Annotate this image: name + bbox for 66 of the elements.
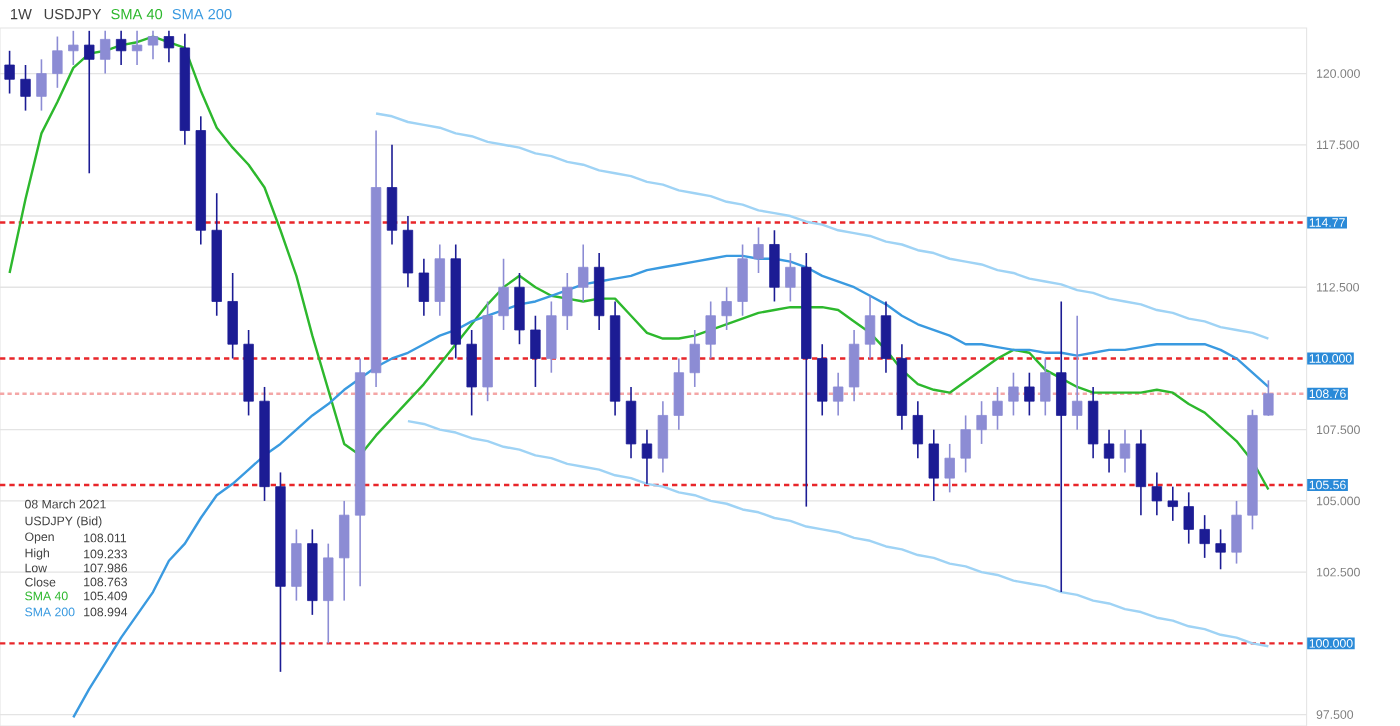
candlestick — [1040, 357, 1051, 417]
candlestick — [163, 30, 175, 63]
candlestick — [466, 329, 477, 417]
candlestick — [976, 400, 987, 445]
candlestick — [562, 272, 573, 331]
candlestick — [402, 215, 414, 289]
candlestick — [880, 300, 892, 374]
candlestick — [721, 286, 732, 331]
candlestick — [992, 386, 1003, 431]
candlestick — [36, 58, 47, 112]
candlestick — [1072, 314, 1083, 431]
candlestick — [1087, 386, 1099, 459]
candlestick — [641, 428, 653, 485]
candlestick — [960, 414, 971, 474]
candlestick — [291, 528, 302, 602]
candlestick — [84, 30, 95, 175]
candlestick — [68, 30, 79, 66]
candlestick — [52, 35, 63, 89]
candlestick — [147, 30, 159, 61]
candlestick — [578, 243, 589, 303]
candlestick — [131, 30, 143, 66]
candlestick — [100, 30, 111, 75]
candlestick — [498, 257, 509, 331]
candlestick — [737, 243, 748, 317]
candlestick — [753, 226, 764, 274]
candlestick — [864, 294, 876, 360]
candlestick — [1199, 514, 1210, 559]
candlestick — [705, 300, 716, 360]
candlestick — [912, 400, 924, 459]
candlestick — [514, 272, 525, 346]
line-series — [374, 112, 1270, 340]
candlestick — [530, 314, 541, 388]
candlestick — [1231, 500, 1242, 565]
candlestick — [434, 243, 445, 317]
candlestick — [4, 49, 15, 95]
candlestick — [1215, 528, 1226, 571]
candlestick — [339, 500, 350, 602]
candlestick — [1151, 471, 1163, 516]
candlestick — [386, 144, 398, 246]
candlestick — [817, 343, 828, 417]
candlestick — [673, 357, 684, 431]
candlestick — [20, 64, 31, 112]
candlestick — [657, 400, 669, 474]
candlestick — [1119, 428, 1131, 474]
candlestick — [928, 428, 939, 502]
candlestick — [1183, 491, 1194, 545]
candlestick — [848, 329, 860, 402]
candlestick — [944, 443, 955, 494]
candlestick — [1263, 379, 1274, 417]
candlestick — [418, 257, 430, 317]
candlestick — [1135, 428, 1147, 516]
candlestick — [1008, 371, 1019, 417]
candlestick — [1103, 428, 1115, 474]
candlestick — [1024, 371, 1035, 417]
candlestick — [1167, 485, 1178, 522]
candlestick — [785, 252, 796, 303]
candlestick — [625, 386, 637, 459]
candlestick — [115, 30, 127, 66]
candlestick — [832, 371, 844, 417]
candlestick — [227, 272, 238, 360]
candlestick — [769, 229, 780, 303]
candlestick — [546, 300, 557, 374]
candlestick — [1056, 300, 1067, 593]
line-series — [406, 419, 1270, 648]
candlestick — [689, 329, 700, 388]
candlestick — [323, 542, 334, 645]
